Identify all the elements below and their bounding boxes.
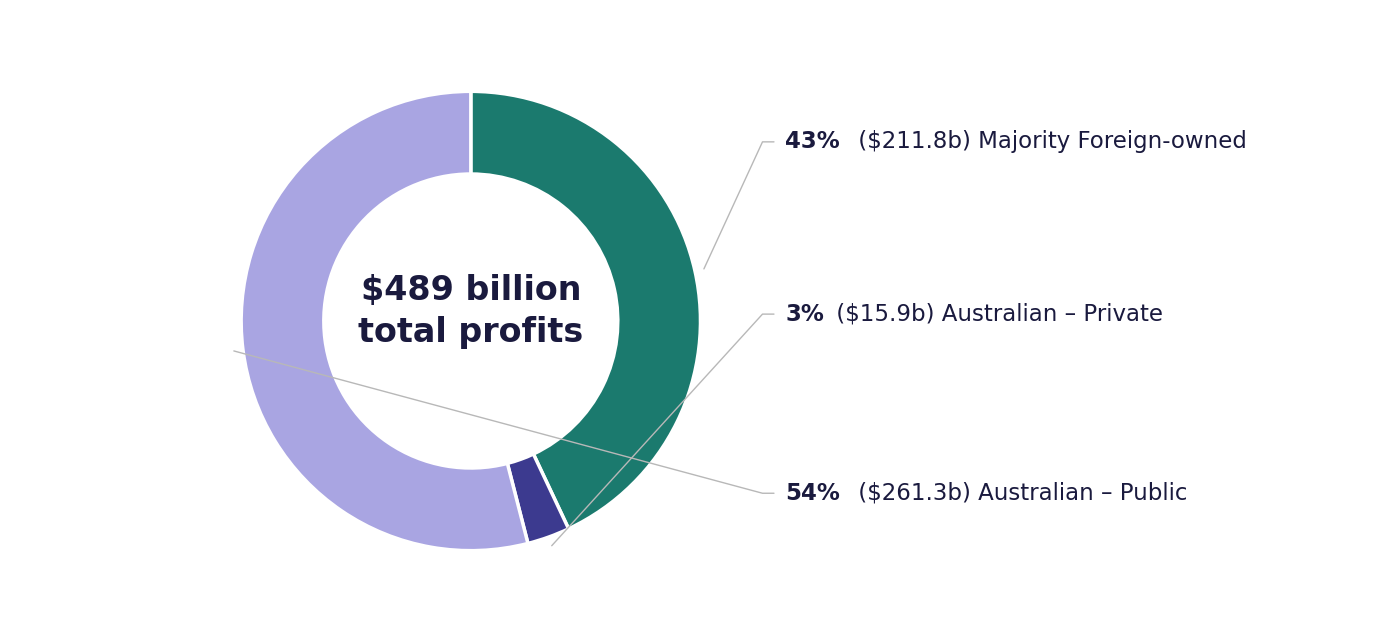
Text: $489 billion
total profits: $489 billion total profits [358, 274, 583, 349]
Text: ($261.3b) Australian – Public: ($261.3b) Australian – Public [850, 482, 1188, 505]
Text: ($211.8b) Majority Foreign-owned: ($211.8b) Majority Foreign-owned [850, 130, 1247, 153]
Text: 54%: 54% [785, 482, 841, 505]
Wedge shape [507, 454, 569, 543]
Wedge shape [241, 91, 528, 551]
Wedge shape [471, 91, 700, 529]
Text: 3%: 3% [785, 302, 824, 325]
Text: ($15.9b) Australian – Private: ($15.9b) Australian – Private [830, 302, 1163, 325]
Text: 43%: 43% [785, 130, 841, 153]
